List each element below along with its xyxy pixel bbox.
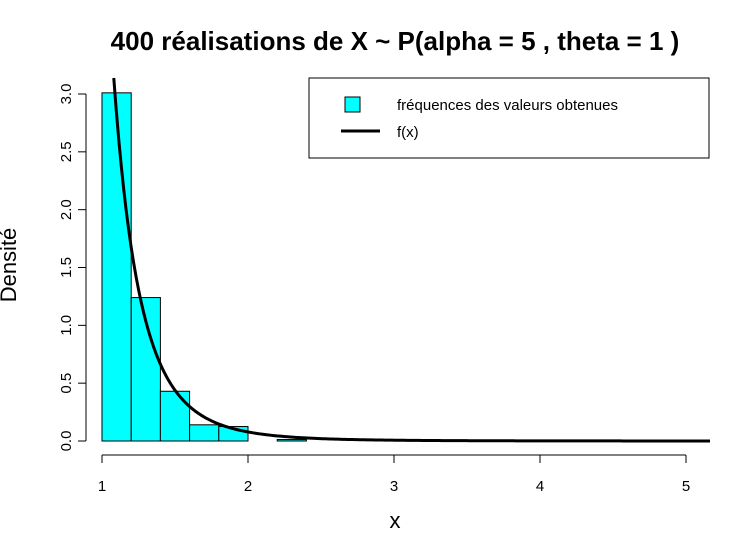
y-tick-label-1: 0.5: [58, 373, 75, 394]
histogram-bar-3: [189, 424, 220, 442]
y-axis-label: Densité: [0, 228, 21, 303]
density-curve-layer: [112, 77, 710, 443]
histogram-bar-6: [276, 439, 307, 442]
histogram-bar-0: [101, 92, 132, 442]
x-tick-label-2: 3: [390, 478, 398, 495]
density-curve-line: [112, 77, 710, 443]
legend: fréquences des valeurs obtenues f(x): [308, 77, 710, 159]
y-tick-label-2: 1.0: [58, 315, 75, 336]
y-tick-label-3: 1.5: [58, 257, 75, 278]
legend-swatch-histogram: [344, 96, 361, 113]
x-tick-label-4: 5: [682, 478, 690, 495]
y-tick-label-5: 2.5: [58, 141, 75, 162]
y-tick-label-0: 0.0: [58, 431, 75, 452]
x-tick-label-1: 2: [244, 478, 252, 495]
legend-label-histogram: fréquences des valeurs obtenues: [397, 97, 618, 114]
legend-box: [308, 77, 710, 159]
y-tick-label-6: 3.0: [58, 84, 75, 105]
histogram-bars: [101, 92, 307, 442]
chart-title: 400 réalisations de X ~ P(alpha = 5 , th…: [111, 26, 680, 56]
x-axis: 1 2 3 4 5: [98, 454, 690, 495]
x-tick-label-3: 4: [536, 478, 544, 495]
y-tick-label-4: 2.0: [58, 199, 75, 220]
legend-label-curve: f(x): [397, 124, 419, 141]
x-tick-label-0: 1: [98, 478, 106, 495]
y-axis: 0.0 0.5 1.0 1.5 2.0 2.5 3.0: [58, 84, 87, 452]
histogram-bar-2: [159, 390, 191, 442]
x-axis-label: x: [390, 508, 401, 533]
